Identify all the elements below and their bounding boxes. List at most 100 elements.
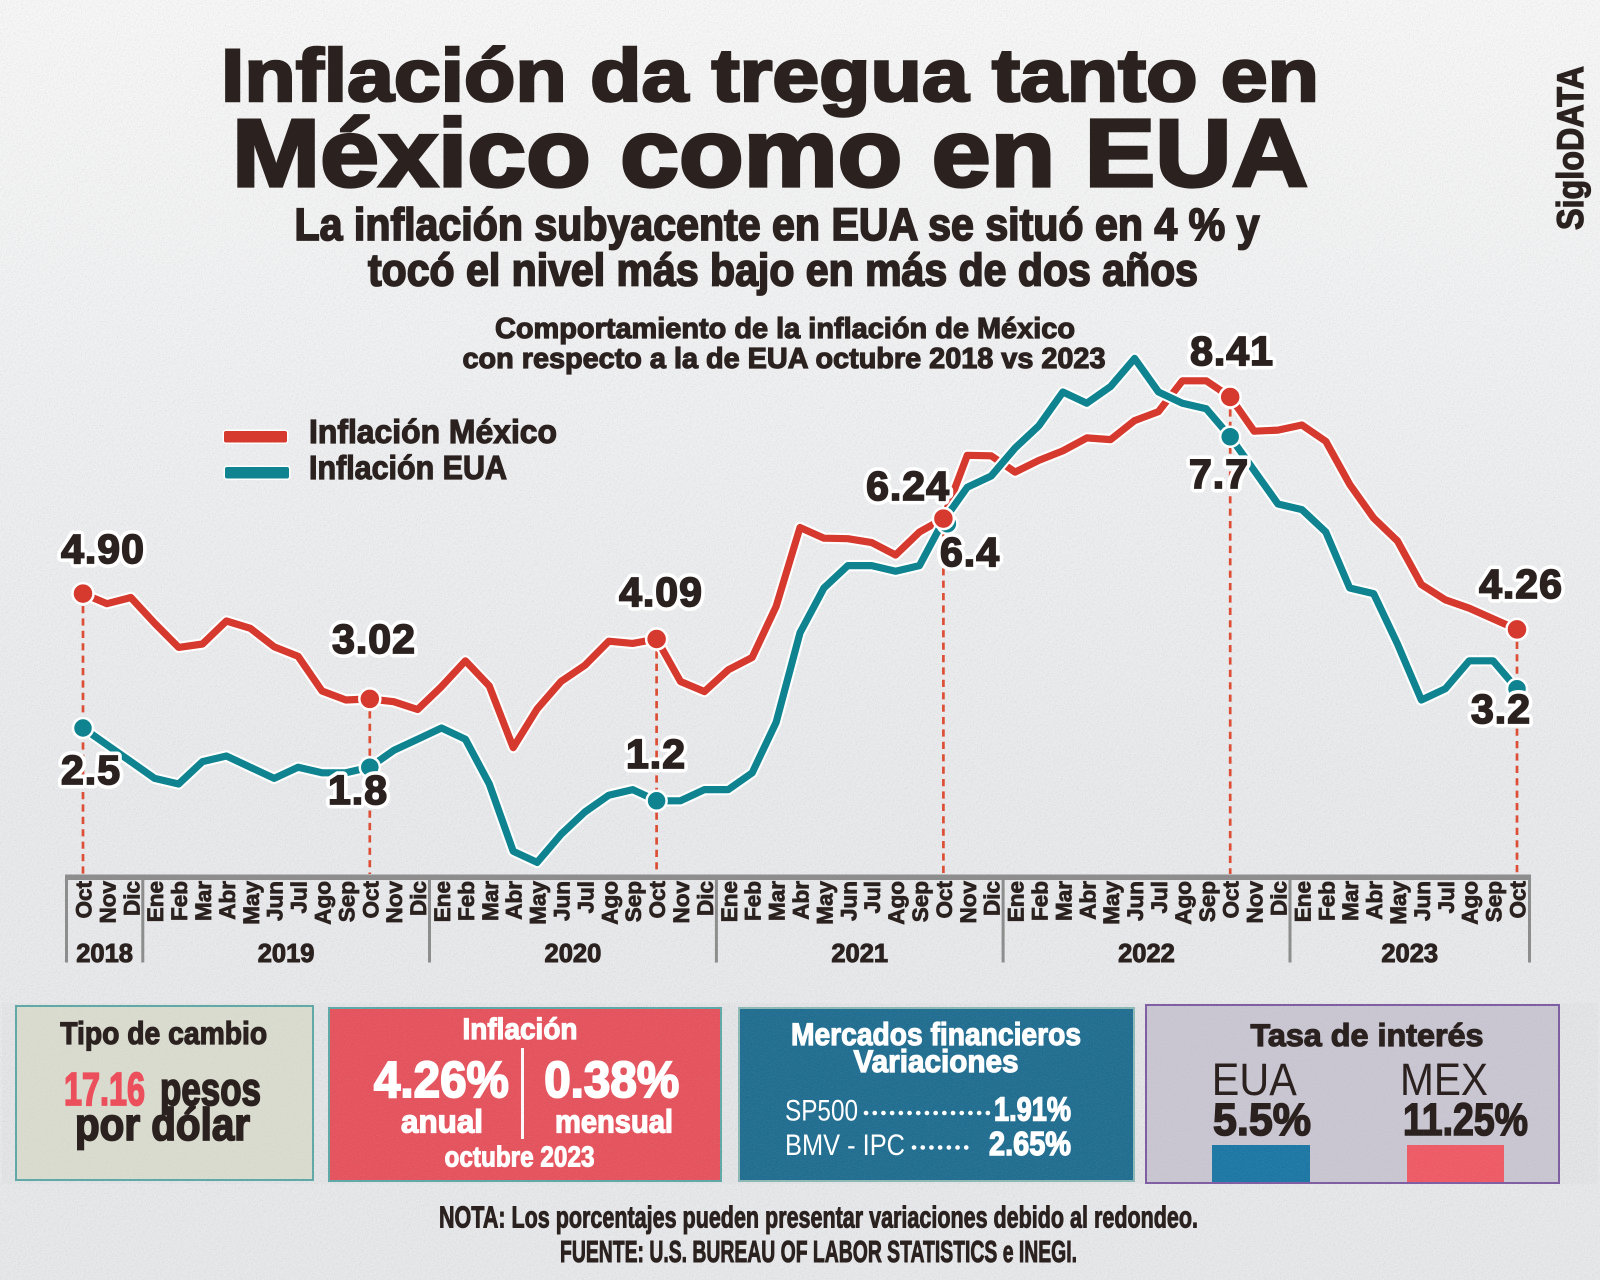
- svg-text:Sep: Sep: [1482, 881, 1507, 922]
- svg-text:7.7: 7.7: [1189, 451, 1249, 497]
- svg-text:Jun: Jun: [1410, 881, 1435, 921]
- svg-text:Comportamiento de la inflación: Comportamiento de la inflación de México: [495, 313, 1075, 345]
- svg-text:por dólar: por dólar: [75, 1099, 250, 1150]
- svg-text:1.2: 1.2: [626, 731, 686, 777]
- svg-text:2022: 2022: [1118, 940, 1175, 968]
- svg-text:3.2: 3.2: [1471, 686, 1531, 732]
- svg-text:Feb: Feb: [741, 881, 766, 921]
- svg-text:Abr: Abr: [215, 881, 240, 920]
- svg-text:May: May: [812, 881, 837, 925]
- svg-text:Mar: Mar: [765, 881, 790, 921]
- svg-text:Feb: Feb: [1314, 881, 1339, 921]
- svg-text:Inflación: Inflación: [463, 1013, 578, 1046]
- svg-text:Dic: Dic: [119, 881, 144, 916]
- svg-text:Feb: Feb: [167, 881, 192, 921]
- svg-text:3.2: 3.2: [1471, 686, 1531, 732]
- svg-text:Nov: Nov: [1243, 881, 1268, 924]
- svg-text:Sep: Sep: [621, 881, 646, 922]
- svg-text:Tasa de interés: Tasa de interés: [1251, 1017, 1484, 1053]
- svg-text:Ene: Ene: [1290, 881, 1315, 922]
- svg-text:4.26: 4.26: [1479, 561, 1563, 607]
- svg-text:Ene: Ene: [1004, 881, 1029, 922]
- svg-text:May: May: [1099, 881, 1124, 925]
- svg-text:Jul: Jul: [573, 881, 598, 914]
- svg-text:SP500: SP500: [785, 1095, 858, 1128]
- svg-text:FUENTE: U.S. BUREAU OF LABOR S: FUENTE: U.S. BUREAU OF LABOR STATISTICS …: [560, 1234, 1077, 1269]
- svg-text:Jul: Jul: [1434, 881, 1459, 914]
- svg-text:Mercados financieros: Mercados financieros: [791, 1016, 1081, 1052]
- svg-text:2023: 2023: [1381, 940, 1438, 968]
- svg-text:anual: anual: [401, 1104, 483, 1140]
- svg-text:Dic: Dic: [1267, 881, 1292, 916]
- svg-text:May: May: [526, 881, 551, 925]
- svg-text:La inflación subyacente en EUA: La inflación subyacente en EUA se situó …: [295, 199, 1260, 250]
- svg-text:Jun: Jun: [1123, 881, 1148, 921]
- svg-text:Nov: Nov: [669, 881, 694, 924]
- svg-text:Jun: Jun: [550, 881, 575, 921]
- svg-text:Sep: Sep: [334, 881, 359, 922]
- svg-text:NOTA: Los porcentajes pueden p: NOTA: Los porcentajes pueden presentar v…: [439, 1200, 1198, 1235]
- svg-text:Ago: Ago: [884, 881, 909, 925]
- svg-text:Dic: Dic: [693, 881, 718, 916]
- svg-text:Feb: Feb: [1028, 881, 1053, 921]
- svg-text:Oct: Oct: [932, 881, 957, 919]
- svg-text:1.2: 1.2: [626, 731, 686, 777]
- svg-text:México como en EUA: México como en EUA: [232, 100, 1308, 207]
- svg-text:4.26%: 4.26%: [374, 1051, 509, 1108]
- svg-text:2.5: 2.5: [61, 747, 121, 793]
- svg-text:Ene: Ene: [143, 881, 168, 922]
- svg-text:EUA: EUA: [1212, 1054, 1297, 1105]
- svg-text:Oct: Oct: [1219, 881, 1244, 919]
- svg-text:4.90: 4.90: [61, 526, 145, 572]
- svg-text:7.7: 7.7: [1189, 451, 1249, 497]
- svg-text:Feb: Feb: [454, 881, 479, 921]
- svg-text:Jun: Jun: [836, 881, 861, 921]
- svg-text:Mar: Mar: [1338, 881, 1363, 921]
- svg-text:Inflación da tregua tanto en: Inflación da tregua tanto en: [221, 34, 1319, 117]
- svg-text:Mar: Mar: [478, 881, 503, 921]
- svg-text:2021: 2021: [831, 940, 888, 968]
- svg-text:4.09: 4.09: [619, 569, 703, 615]
- svg-text:Ene: Ene: [430, 881, 455, 922]
- svg-text:Oct: Oct: [645, 881, 670, 919]
- svg-text:Mar: Mar: [1051, 881, 1076, 921]
- svg-text:Dic: Dic: [980, 881, 1005, 916]
- svg-text:Dic: Dic: [406, 881, 431, 916]
- svg-text:2018: 2018: [76, 940, 133, 968]
- svg-text:Oct: Oct: [358, 881, 383, 919]
- svg-text:Abr: Abr: [1362, 881, 1387, 920]
- svg-text:Abr: Abr: [789, 881, 814, 920]
- svg-text:8.41: 8.41: [1190, 328, 1274, 374]
- svg-text:4.26: 4.26: [1479, 561, 1563, 607]
- svg-text:Nov: Nov: [382, 881, 407, 924]
- svg-text:Inflación EUA: Inflación EUA: [309, 449, 507, 486]
- svg-text:octubre 2023: octubre 2023: [445, 1142, 595, 1174]
- svg-text:Jul: Jul: [860, 881, 885, 914]
- svg-text:6.24: 6.24: [866, 463, 950, 509]
- svg-text:Sep: Sep: [908, 881, 933, 922]
- svg-text:2.65%: 2.65%: [989, 1125, 1071, 1162]
- svg-text:MEX: MEX: [1400, 1054, 1488, 1105]
- svg-text:1.8: 1.8: [328, 767, 388, 813]
- svg-text:Oct: Oct: [1506, 881, 1531, 919]
- svg-text:May: May: [239, 881, 264, 925]
- svg-text:May: May: [1386, 881, 1411, 925]
- svg-text:Sep: Sep: [1195, 881, 1220, 922]
- svg-text:2019: 2019: [258, 940, 315, 968]
- svg-text:Variaciones: Variaciones: [854, 1043, 1019, 1079]
- svg-text:Abr: Abr: [502, 881, 527, 920]
- svg-text:Ago: Ago: [1458, 881, 1483, 925]
- svg-text:2.5: 2.5: [61, 747, 121, 793]
- svg-text:Mar: Mar: [191, 881, 216, 921]
- svg-text:tocó el nivel más bajo en más: tocó el nivel más bajo en más de dos año…: [368, 245, 1198, 296]
- svg-text:Ago: Ago: [311, 881, 336, 925]
- svg-text:3.02: 3.02: [332, 616, 416, 662]
- svg-text:6.24: 6.24: [866, 463, 950, 509]
- svg-text:Ago: Ago: [1171, 881, 1196, 925]
- svg-text:Ene: Ene: [717, 881, 742, 922]
- svg-text:6.4: 6.4: [940, 529, 1000, 575]
- svg-text:8.41: 8.41: [1190, 328, 1274, 374]
- svg-text:Nov: Nov: [956, 881, 981, 924]
- svg-text:pesos: pesos: [160, 1063, 261, 1115]
- svg-text:1.8: 1.8: [328, 767, 388, 813]
